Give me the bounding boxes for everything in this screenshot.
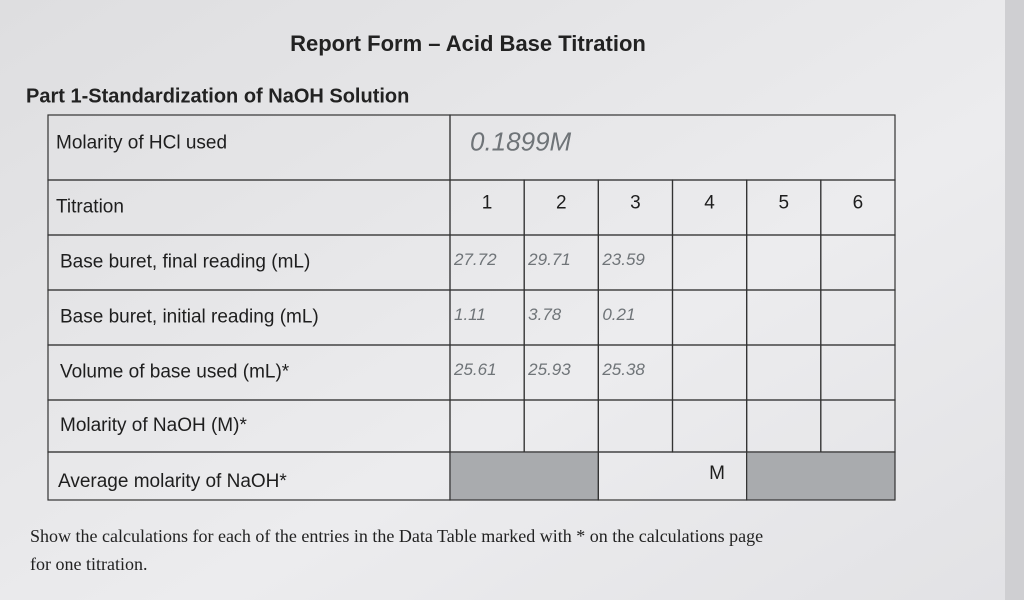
note-line: for one titration. (30, 554, 147, 574)
handwritten-value: 23.59 (601, 250, 645, 269)
row-label: Average molarity of NaOH* (58, 471, 287, 492)
shaded-cell (449, 451, 599, 501)
handwritten-value: 29.71 (527, 250, 571, 269)
titration-number: 2 (556, 193, 567, 214)
row-label: Titration (56, 197, 124, 218)
titration-number: 5 (778, 193, 789, 214)
unit: M (709, 463, 725, 484)
row-label: Base buret, final reading (mL) (60, 252, 310, 273)
row-label: Volume of base used (mL)* (60, 362, 290, 383)
titration-number: 4 (704, 193, 715, 214)
row-label: Molarity of HCl used (56, 133, 227, 154)
handwritten-value: 25.61 (453, 360, 497, 379)
handwritten-value: 1.11 (454, 305, 486, 324)
note-line: Show the calculations for each of the en… (30, 526, 763, 546)
row-label: Molarity of NaOH (M)* (60, 415, 247, 436)
form-title: Report Form – Acid Base Titration (290, 31, 646, 56)
data-table: Molarity of HCl used 0.1899M Titration 1 2 3 4… (47, 114, 896, 501)
handwritten-value: 3.78 (528, 305, 562, 324)
handwritten-value: 0.21 (602, 305, 635, 324)
handwritten-value: 27.72 (453, 250, 497, 269)
titration-number: 1 (482, 193, 493, 214)
handwritten-value: 25.93 (527, 360, 571, 379)
shaded-cell (746, 451, 896, 501)
row-label: Base buret, initial reading (mL) (60, 307, 319, 328)
titration-number: 6 (853, 193, 864, 214)
section-title: Part 1-Standardization of NaOH Solution (26, 85, 409, 107)
handwritten-value: 0.1899M (470, 126, 572, 156)
handwritten-value: 25.38 (601, 360, 645, 379)
titration-number: 3 (630, 193, 641, 214)
